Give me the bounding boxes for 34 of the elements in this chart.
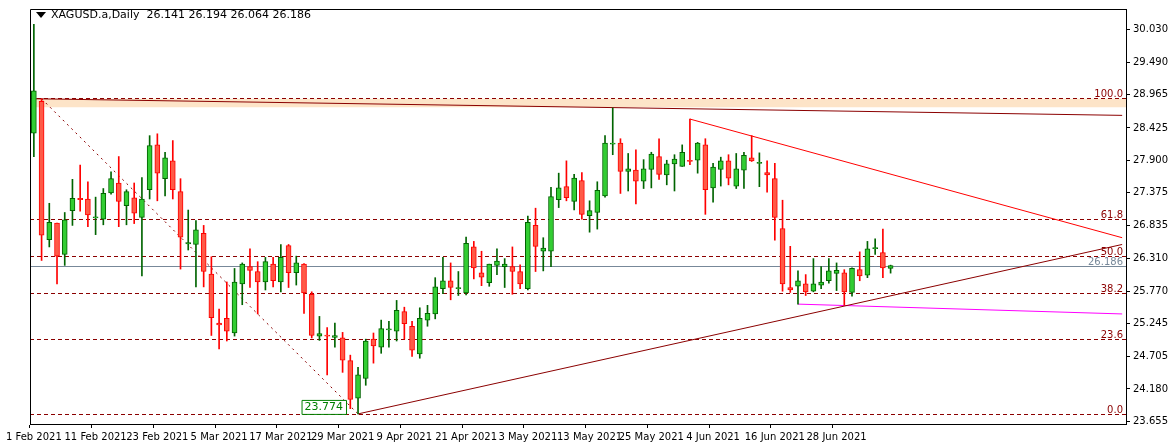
annotation: 0.0: [1107, 403, 1124, 415]
y-tick-label: 25.770: [1133, 284, 1169, 296]
annotation: 23.774: [304, 399, 344, 413]
y-tick-label: 27.375: [1133, 186, 1169, 198]
annotation: 100.0: [1094, 87, 1124, 99]
y-tick-label: 24.705: [1133, 350, 1169, 362]
y-tick-label: 29.490: [1133, 56, 1169, 68]
x-tick-label: 9 Apr 2021: [376, 430, 433, 442]
chart-title: XAGUSD.a,Daily 26.141 26.194 26.064 26.186: [51, 8, 311, 21]
x-tick-label: 16 Jun 2021: [744, 430, 805, 442]
y-tick-label: 30.030: [1133, 22, 1169, 34]
x-tick-label: 21 Apr 2021: [435, 430, 498, 442]
annotation: 38.2: [1100, 282, 1124, 294]
x-tick-label: 11 Feb 2021: [64, 430, 127, 442]
x-tick-label: 4 Jun 2021: [686, 430, 740, 442]
y-tick-label: 28.425: [1133, 121, 1169, 133]
annotation: 61.8: [1100, 208, 1124, 220]
y-tick-label: 27.900: [1133, 153, 1169, 165]
x-tick-label: 1 Feb 2021: [5, 430, 62, 442]
y-tick-label: 23.655: [1133, 414, 1169, 426]
x-tick-label: 3 May 2021: [498, 430, 558, 442]
y-tick-label: 26.835: [1133, 219, 1169, 231]
y-tick-label: 24.180: [1133, 382, 1169, 394]
annotation: 50.0: [1100, 245, 1124, 257]
y-tick-label: 26.310: [1133, 251, 1169, 263]
y-tick-label: 28.965: [1133, 88, 1169, 100]
x-tick-label: 5 Mar 2021: [190, 430, 248, 442]
x-tick-label: 23 Feb 2021: [126, 430, 189, 442]
annotation: 23.6: [1100, 328, 1124, 340]
x-tick-label: 28 Jun 2021: [806, 430, 867, 442]
x-tick-label: 17 Mar 2021: [249, 430, 313, 442]
y-tick-label: 25.245: [1133, 317, 1169, 329]
ref-line-label: 26.186: [1088, 255, 1124, 267]
x-tick-label: 29 Mar 2021: [310, 430, 375, 442]
